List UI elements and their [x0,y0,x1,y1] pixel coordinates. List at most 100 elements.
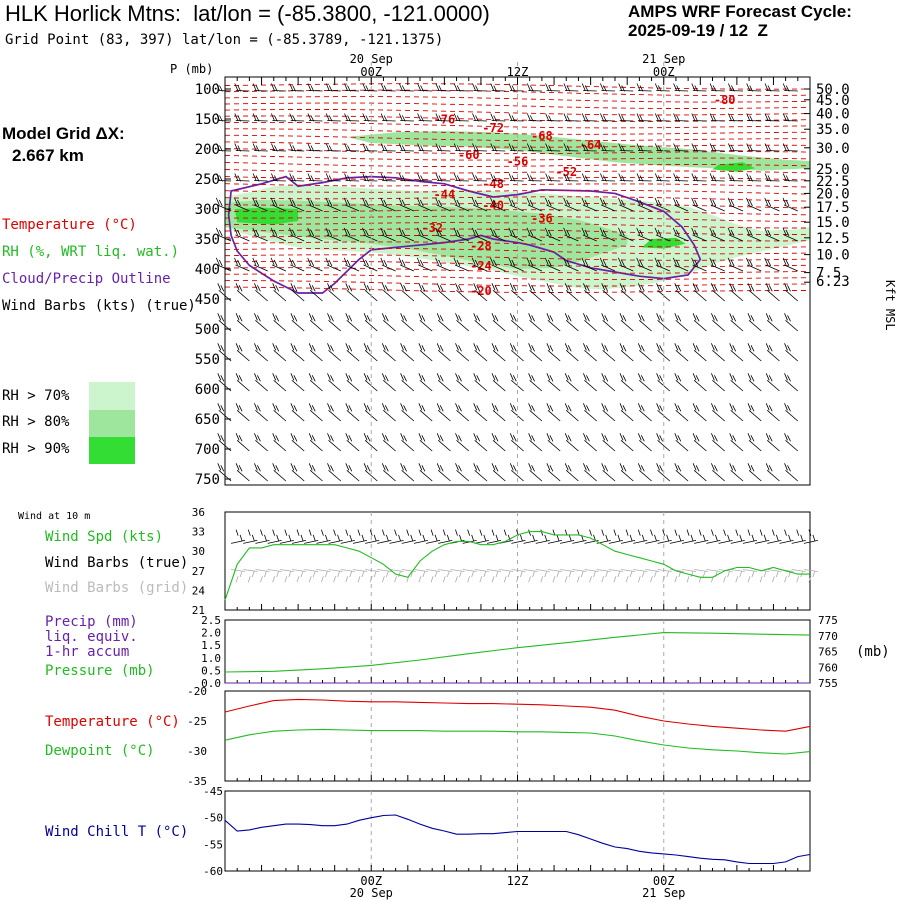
bottom-date-label: 21 Sep [642,886,685,900]
wind-barb-grid [279,569,294,583]
wind-barb [764,143,780,152]
wind-barb [418,433,433,452]
wind-barb [381,463,396,482]
wind-barb [709,173,725,182]
height-tick-label: 22.5 [816,174,850,190]
wind-barb [327,343,342,362]
wind-barb [344,143,360,152]
wind-barb-row [216,143,798,152]
wind-barb [416,257,433,272]
pressure-axis-title: P (mb) [170,62,213,76]
wind-barb [656,463,671,482]
wind-barb [272,283,287,302]
wind-barb [755,529,770,544]
wind-barb-grid [511,569,526,583]
wind-barb [417,83,433,92]
wind-barb [343,257,360,272]
wind-barb [436,403,451,422]
wind-barb [490,257,506,272]
wind-barb-grid [377,569,392,583]
wind-barb [453,257,469,272]
pressure-tick-label: 450 [195,292,220,308]
grid-point-info: Grid Point (83, 397) lat/lon = (-85.3789… [5,32,444,48]
wind-barb [784,313,799,332]
wind-barb [254,313,268,332]
wind-barb [728,143,744,152]
wind-barb [657,529,672,544]
wind-barb [691,257,707,272]
top-date-label: 20 Sep [350,52,393,66]
pressure-tick-label: 350 [195,232,220,248]
wind-barb-grid [328,569,343,583]
wind-barb [235,433,250,452]
wind-barb [267,529,282,544]
wind-barb [234,227,250,242]
wind-barb [400,403,415,422]
wind-barb [340,529,355,544]
wind-barb [471,257,488,272]
wind-barb-grid [267,569,282,583]
wind-barb [362,197,378,212]
top-hour-label: 00Z [360,65,382,79]
wind-barb [252,113,268,122]
wind-barb [583,403,597,422]
wind-barb [618,143,634,152]
wind-barb [325,143,341,152]
wind-barb [418,463,433,482]
wind-barb [307,257,323,272]
wind-barb [435,257,451,272]
wind-barb [619,373,634,392]
wind-barb [674,463,689,482]
wind-barb [581,83,597,92]
wind-barb [709,113,725,122]
wind-barb [327,373,342,392]
wind-barb [564,283,579,302]
wind-barb [528,403,543,422]
isotherm-line [224,196,811,202]
wind-barb [345,343,360,362]
wind-barb [473,313,488,332]
wind-barb [765,403,780,422]
wind-barb [765,463,780,482]
wind-barb [672,227,689,242]
wind-barb [435,173,451,182]
top-date-label: 21 Sep [642,52,685,66]
wind-barb [656,313,671,332]
wind-barb-grid [621,569,636,583]
wind-barb [344,83,360,92]
isotherm-line [225,286,810,293]
wind-barb [254,433,268,452]
wind-barb [563,143,579,152]
wind-barb [765,433,780,452]
wind-barb [363,463,378,482]
wind-barb [791,529,806,544]
wind-barb [746,83,762,92]
wind-barb [583,343,597,362]
wind-barb [728,173,744,182]
wind-barb [307,113,323,122]
wind-barb [307,173,323,182]
wind-barb [618,257,634,272]
wind-barb [215,227,232,242]
wind-barb-grid [365,569,380,583]
pressure-tick-label: 760 [818,661,838,674]
wind-barb [784,283,799,302]
wind-barb [747,403,762,422]
wind-barb [325,257,341,272]
wind-barb [398,113,414,122]
isotherm-line [224,169,811,174]
wind-barb [416,227,433,242]
wind-barb [308,343,323,362]
wind-barb [307,83,323,92]
wind-barb [289,143,305,152]
wind-barb [308,283,323,302]
isotherm-line [224,96,811,103]
wind-barb [272,463,287,482]
wind-barb [636,227,652,242]
wind-barb [528,463,543,482]
wind-barb [526,83,542,92]
wind-barb [327,403,342,422]
wind-barb [560,529,575,544]
wind-barb [491,283,506,302]
wind-barb [691,113,707,122]
